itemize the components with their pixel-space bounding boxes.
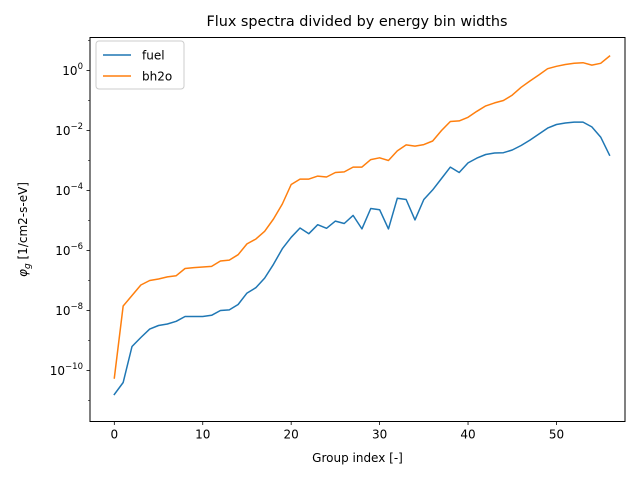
y-axis-label-symbol: φ — [16, 269, 30, 277]
x-axis-ticks: 0 10 20 30 40 50 — [110, 421, 564, 442]
series-line-fuel — [113, 121, 611, 396]
legend: fuel bh2o — [95, 40, 185, 90]
y-tick-label: 100 — [62, 62, 83, 78]
x-tick-label: 40 — [460, 428, 475, 442]
y-tick-label: 10−2 — [55, 122, 83, 138]
y-axis-label-unit: [1/cm2-s-eV] — [16, 182, 30, 263]
chart-title: Flux spectra divided by energy bin width… — [206, 14, 507, 30]
y-axis-ticks: 10−10 10−8 10−6 10−4 10−2 100 — [50, 62, 90, 378]
y-axis-label: φg [1/cm2-s-eV] — [16, 182, 33, 277]
series-lines — [113, 55, 611, 396]
legend-label-bh2o: bh2o — [142, 70, 172, 84]
legend-label-fuel: fuel — [142, 49, 165, 63]
y-tick-label: 10−6 — [55, 242, 83, 258]
x-tick-label: 50 — [549, 428, 564, 442]
x-axis-label: Group index [-] — [312, 451, 403, 465]
y-tick-label: 10−8 — [55, 302, 83, 318]
x-tick-label: 30 — [372, 428, 387, 442]
y-axis-minor-ticks — [88, 40, 90, 401]
x-tick-label: 20 — [284, 428, 299, 442]
legend-box — [95, 40, 185, 90]
y-axis-label-subscript: g — [23, 263, 33, 269]
x-tick-label: 10 — [195, 428, 210, 442]
plot-area-frame — [89, 37, 626, 422]
y-tick-label: 10−10 — [50, 362, 83, 378]
y-tick-label: 10−4 — [55, 182, 83, 198]
series-line-bh2o — [113, 55, 611, 379]
x-tick-label: 0 — [110, 428, 118, 442]
